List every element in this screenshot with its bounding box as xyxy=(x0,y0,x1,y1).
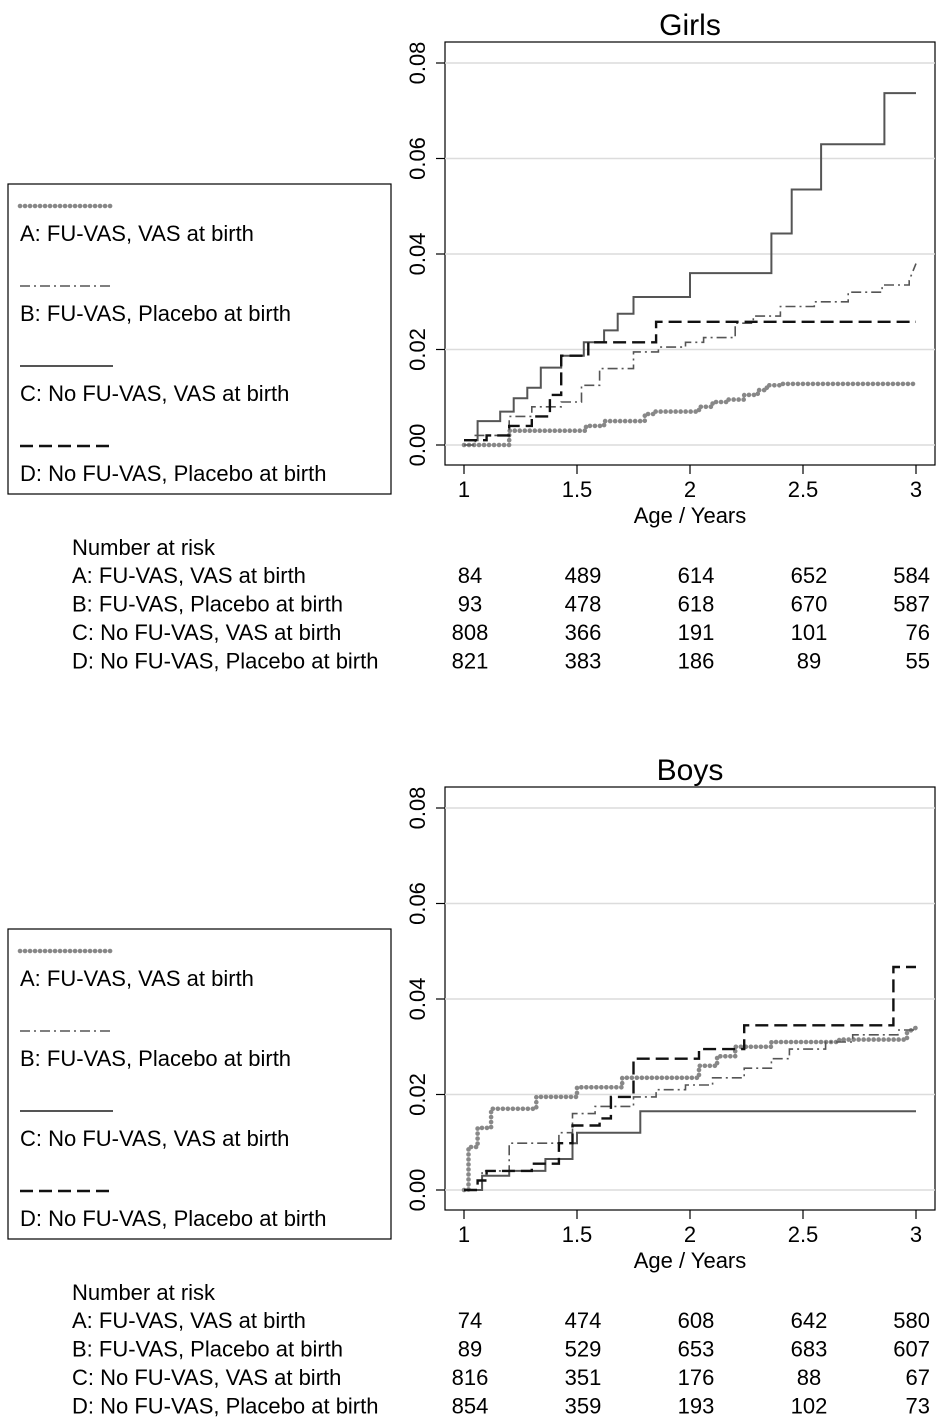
risk-value: 683 xyxy=(791,1337,828,1362)
series-line-d xyxy=(464,320,916,442)
x-tick-label: 1 xyxy=(458,477,470,502)
risk-value: 191 xyxy=(678,620,715,645)
series-line-b xyxy=(464,263,917,446)
risk-row-label: D: No FU-VAS, Placebo at birth xyxy=(72,649,379,674)
x-tick-label: 2 xyxy=(684,1222,696,1247)
x-tick-label: 3 xyxy=(910,1222,922,1247)
risk-row-label: B: FU-VAS, Placebo at birth xyxy=(72,1337,343,1362)
series-line-a xyxy=(461,381,919,448)
x-axis-label: Age / Years xyxy=(634,1248,747,1273)
x-tick-label: 2.5 xyxy=(788,1222,819,1247)
y-tick-label: 0.02 xyxy=(405,328,430,371)
risk-value: 176 xyxy=(678,1365,715,1390)
risk-table-heading: Number at risk xyxy=(72,1280,216,1305)
y-tick-label: 0.08 xyxy=(405,787,430,830)
series-line-a xyxy=(461,1025,919,1193)
risk-value: 584 xyxy=(893,563,930,588)
legend-label-d: D: No FU-VAS, Placebo at birth xyxy=(20,461,327,486)
legend-frame xyxy=(7,928,392,1240)
risk-row-label: D: No FU-VAS, Placebo at birth xyxy=(72,1394,379,1418)
chart-panel-boys: Boys 0.00 0.02 0.04 0.06 0.08 1 1.5 2 2.5 3 Age / Y… xyxy=(7,754,936,1418)
risk-value: 587 xyxy=(893,592,930,617)
risk-value: 854 xyxy=(452,1394,489,1418)
risk-value: 88 xyxy=(797,1365,821,1390)
risk-table: Number at risk A: FU-VAS, VAS at birth 74 4… xyxy=(72,1280,930,1418)
risk-value: 73 xyxy=(906,1394,930,1418)
risk-value: 84 xyxy=(458,563,482,588)
series-line-c xyxy=(464,92,916,442)
x-tick-label: 1 xyxy=(458,1222,470,1247)
x-axis-label: Age / Years xyxy=(634,503,747,528)
y-tick-label: 0.00 xyxy=(405,424,430,467)
risk-value: 478 xyxy=(565,592,602,617)
risk-value: 652 xyxy=(791,563,828,588)
risk-value: 608 xyxy=(678,1308,715,1333)
risk-value: 366 xyxy=(565,620,602,645)
y-tick-label: 0.02 xyxy=(405,1073,430,1116)
legend-label-c: C: No FU-VAS, VAS at birth xyxy=(20,381,289,406)
risk-value: 618 xyxy=(678,592,715,617)
y-tick-label: 0.00 xyxy=(405,1169,430,1212)
y-tick-label: 0.08 xyxy=(405,42,430,85)
risk-value: 642 xyxy=(791,1308,828,1333)
chart-title: Boys xyxy=(657,754,724,787)
risk-value: 351 xyxy=(565,1365,602,1390)
legend: A: FU-VAS, VAS at birth B: FU-VAS, Placeb… xyxy=(7,928,392,1240)
risk-value: 580 xyxy=(893,1308,930,1333)
risk-row-label: C: No FU-VAS, VAS at birth xyxy=(72,1365,341,1390)
legend-label-c: C: No FU-VAS, VAS at birth xyxy=(20,1126,289,1151)
risk-value: 808 xyxy=(452,620,489,645)
chart-title: Girls xyxy=(659,9,721,42)
risk-value: 614 xyxy=(678,563,715,588)
risk-value: 186 xyxy=(678,649,715,674)
chart-panel-girls: Girls 0.00 0.02 0.04 0.06 0.08 1 1.5 2 2.5 3 Age / … xyxy=(7,9,936,674)
x-tick-label: 3 xyxy=(910,477,922,502)
series-line-b xyxy=(464,1029,916,1191)
risk-row-label: C: No FU-VAS, VAS at birth xyxy=(72,620,341,645)
risk-row-label: B: FU-VAS, Placebo at birth xyxy=(72,592,343,617)
risk-row-label: A: FU-VAS, VAS at birth xyxy=(72,563,306,588)
x-tick-label: 2.5 xyxy=(788,477,819,502)
risk-value: 55 xyxy=(906,649,930,674)
risk-table-heading: Number at risk xyxy=(72,535,216,560)
risk-value: 76 xyxy=(906,620,930,645)
legend: A: FU-VAS, VAS at birth B: FU-VAS, Placeb… xyxy=(7,183,392,495)
legend-label-d: D: No FU-VAS, Placebo at birth xyxy=(20,1206,327,1231)
x-tick-label: 1.5 xyxy=(562,1222,593,1247)
risk-value: 653 xyxy=(678,1337,715,1362)
legend-label-b: B: FU-VAS, Placebo at birth xyxy=(20,1046,291,1071)
risk-value: 74 xyxy=(458,1308,482,1333)
legend-label-a: A: FU-VAS, VAS at birth xyxy=(20,221,254,246)
risk-value: 193 xyxy=(678,1394,715,1418)
y-tick-label: 0.06 xyxy=(405,137,430,180)
risk-value: 816 xyxy=(452,1365,489,1390)
risk-value: 101 xyxy=(791,620,828,645)
risk-value: 89 xyxy=(458,1337,482,1362)
y-tick-label: 0.04 xyxy=(405,233,430,276)
y-tick-label: 0.06 xyxy=(405,882,430,925)
risk-value: 529 xyxy=(565,1337,602,1362)
risk-value: 489 xyxy=(565,563,602,588)
risk-value: 670 xyxy=(791,592,828,617)
y-tick-label: 0.04 xyxy=(405,978,430,1021)
risk-row-label: A: FU-VAS, VAS at birth xyxy=(72,1308,306,1333)
legend-label-a: A: FU-VAS, VAS at birth xyxy=(20,966,254,991)
risk-value: 359 xyxy=(565,1394,602,1418)
series-line-d xyxy=(464,965,916,1192)
risk-value: 383 xyxy=(565,649,602,674)
risk-table: Number at risk A: FU-VAS, VAS at birth 84 4… xyxy=(72,535,930,674)
x-tick-label: 2 xyxy=(684,477,696,502)
risk-value: 607 xyxy=(893,1337,930,1362)
risk-value: 93 xyxy=(458,592,482,617)
risk-value: 67 xyxy=(906,1365,930,1390)
series-line-c xyxy=(464,1110,916,1191)
risk-value: 821 xyxy=(452,649,489,674)
risk-value: 102 xyxy=(791,1394,828,1418)
legend-frame xyxy=(7,183,392,495)
risk-value: 89 xyxy=(797,649,821,674)
risk-value: 474 xyxy=(565,1308,602,1333)
x-tick-label: 1.5 xyxy=(562,477,593,502)
legend-label-b: B: FU-VAS, Placebo at birth xyxy=(20,301,291,326)
